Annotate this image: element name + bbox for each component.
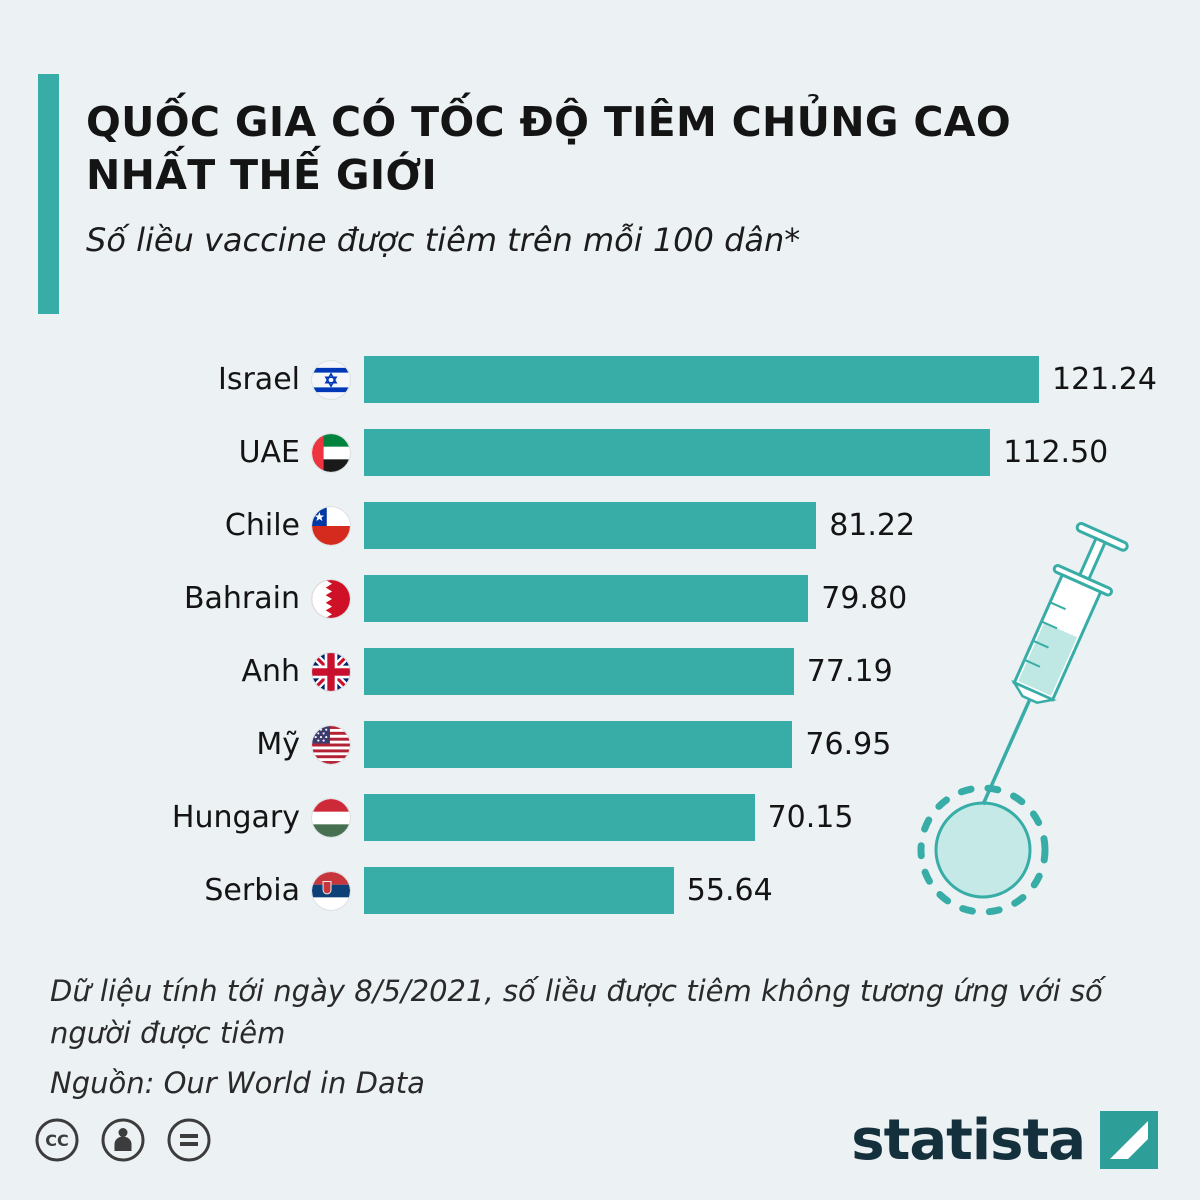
equals-icon <box>167 1118 211 1162</box>
uk-flag-icon <box>312 652 350 691</box>
country-label: Chile <box>224 508 300 543</box>
license-icons: CC <box>34 1117 212 1163</box>
bar-row: Israel 121.24 <box>0 356 1200 403</box>
cc-icon: CC <box>35 1118 79 1162</box>
header: QUỐC GIA CÓ TỐC ĐỘ TIÊM CHỦNG CAO NHẤT T… <box>86 96 1096 259</box>
country-label: Bahrain <box>183 581 300 616</box>
usa-flag-icon <box>312 725 350 764</box>
value-label: 70.15 <box>767 800 854 835</box>
bahrain-flag-icon <box>312 579 350 618</box>
value-bar <box>364 429 991 476</box>
value-bar <box>364 648 794 695</box>
bar-row: UAE 112.50 <box>0 429 1200 476</box>
statista-logo: statista <box>851 1108 1158 1173</box>
bar-row: Chile 81.22 <box>0 502 1200 549</box>
value-label: 81.22 <box>829 508 916 543</box>
chile-flag-icon <box>312 506 350 545</box>
bar-row: Hungary 70.15 <box>0 794 1200 841</box>
uae-flag-icon <box>312 433 350 472</box>
value-label: 77.19 <box>806 654 893 689</box>
country-label: Hungary <box>171 800 300 835</box>
country-label: Mỹ <box>256 727 300 762</box>
country-label: Anh <box>241 654 300 689</box>
source-text: Nguồn: Our World in Data <box>50 1066 425 1101</box>
bar-row: Bahrain 79.80 <box>0 575 1200 622</box>
chart-subtitle: Số liều vaccine được tiêm trên mỗi 100 d… <box>86 220 801 259</box>
bar-row: Anh 77.19 <box>0 648 1200 695</box>
hungary-flag-icon <box>312 798 350 837</box>
israel-flag-icon <box>312 360 350 399</box>
value-bar <box>364 502 817 549</box>
value-label: 55.64 <box>686 873 773 908</box>
accent-bar <box>38 74 59 314</box>
bar-row: Serbia 55.64 <box>0 867 1200 914</box>
footnote-text: Dữ liệu tính tới ngày 8/5/2021, số liều … <box>50 974 1103 1051</box>
bar-row: Mỹ 76.95 <box>0 721 1200 768</box>
bar-chart: Israel 121.24 UAE 112.50 Chile 81.22 Bahrain 79… <box>0 356 1200 940</box>
value-label: 76.95 <box>805 727 892 762</box>
country-label: Israel <box>218 362 300 397</box>
statista-wordmark: statista <box>851 1107 1086 1173</box>
chart-title: QUỐC GIA CÓ TỐC ĐỘ TIÊM CHỦNG CAO NHẤT T… <box>86 98 1011 200</box>
value-bar <box>364 356 1039 403</box>
bottom-bar: CC statista <box>34 1098 1158 1182</box>
value-bar <box>364 575 809 622</box>
country-label: UAE <box>238 435 300 470</box>
country-label: Serbia <box>204 873 300 908</box>
value-bar <box>364 721 793 768</box>
svg-text:CC: CC <box>45 1131 68 1150</box>
attribution-icon <box>101 1118 145 1162</box>
footnote: Dữ liệu tính tới ngày 8/5/2021, số liều … <box>50 970 1162 1104</box>
serbia-flag-icon <box>312 871 350 910</box>
statista-mark-icon <box>1100 1111 1158 1169</box>
value-label: 121.24 <box>1052 362 1157 397</box>
value-bar <box>364 867 674 914</box>
value-bar <box>364 794 755 841</box>
value-label: 112.50 <box>1003 435 1109 470</box>
value-label: 79.80 <box>821 581 908 616</box>
